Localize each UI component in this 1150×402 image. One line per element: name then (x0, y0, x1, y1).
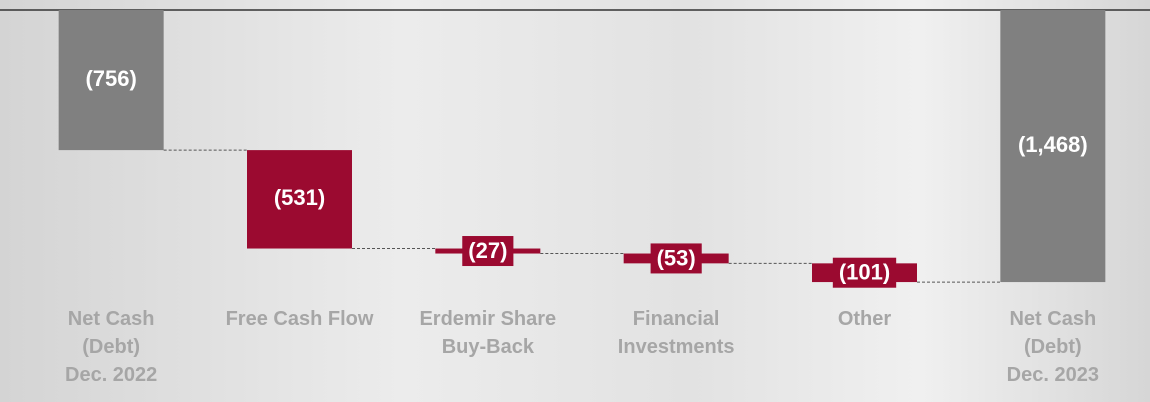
value-label-box (650, 243, 702, 274)
x-tick-label: Other (837, 308, 892, 330)
value-label: (53) (657, 245, 696, 270)
bar (58, 10, 164, 151)
value-label-box (462, 236, 514, 267)
x-tick-label: Net Cash (Debt) Dec. 2023 (1006, 308, 1099, 386)
value-label: (531) (274, 185, 325, 210)
value-label: (756) (85, 66, 136, 91)
value-label: (27) (468, 238, 507, 263)
x-tick-label: Financial Investments (617, 308, 735, 358)
value-label-box (832, 257, 897, 288)
value-label: (1,468) (1018, 132, 1088, 157)
bar (1000, 10, 1106, 283)
x-tick-label: Net Cash (Debt) Dec. 2022 (65, 308, 158, 386)
value-label: (101) (839, 260, 890, 285)
x-tick-label: Erdemir Share Buy-Back (419, 308, 557, 358)
x-tick-label: Free Cash Flow (225, 308, 374, 330)
bar (247, 150, 352, 249)
